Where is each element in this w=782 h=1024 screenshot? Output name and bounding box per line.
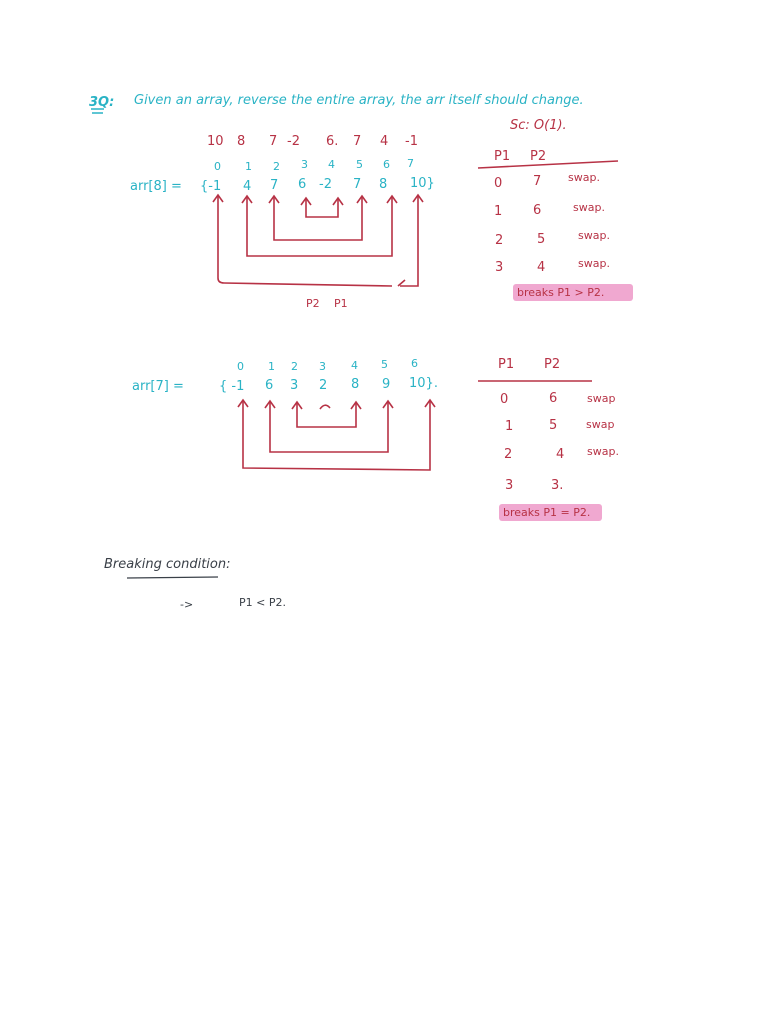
index: 3 bbox=[301, 158, 308, 171]
table-cell: 3 bbox=[505, 478, 514, 493]
array-value: 4 bbox=[243, 179, 252, 194]
index: 7 bbox=[407, 157, 414, 170]
table-cell: swap. bbox=[587, 445, 619, 458]
reversed-value: 8 bbox=[237, 134, 246, 149]
table-cell: 6 bbox=[533, 203, 542, 218]
table-cell: 3. bbox=[551, 478, 564, 493]
condition-underline bbox=[126, 576, 219, 579]
reversed-value: -2 bbox=[287, 134, 300, 149]
table-cell: swap bbox=[587, 392, 616, 405]
array-value: 9 bbox=[382, 377, 391, 392]
pointer-label-p2: P2 bbox=[306, 297, 320, 310]
array-value: 10} bbox=[410, 176, 435, 191]
table-cell: 0 bbox=[494, 176, 503, 191]
index: 5 bbox=[356, 158, 363, 171]
index: 1 bbox=[268, 360, 275, 373]
array-value: -2 bbox=[319, 177, 332, 192]
index: 4 bbox=[328, 158, 335, 171]
reversed-value: 6. bbox=[326, 134, 339, 149]
table-cell: swap. bbox=[573, 201, 605, 214]
index: 5 bbox=[381, 358, 388, 371]
table-cell: 2 bbox=[495, 233, 504, 248]
example2-swap-brackets bbox=[237, 398, 436, 471]
table-cell: 2 bbox=[504, 447, 513, 462]
break-note: breaks P1 = P2. bbox=[503, 506, 591, 519]
condition-rule: P1 < P2. bbox=[239, 596, 286, 609]
index: 2 bbox=[291, 360, 298, 373]
table-cell: 4 bbox=[537, 260, 546, 275]
table-header: P2 bbox=[530, 149, 547, 164]
index: 0 bbox=[237, 360, 244, 373]
array-value: 3 bbox=[290, 378, 299, 393]
break-highlight bbox=[513, 284, 633, 301]
array-value: 10}. bbox=[409, 376, 438, 391]
table-cell: swap bbox=[586, 418, 615, 431]
table-header: P1 bbox=[494, 149, 511, 164]
reversed-value: 7 bbox=[269, 134, 278, 149]
index: 1 bbox=[245, 160, 252, 173]
question-label: 3Q: bbox=[89, 95, 115, 110]
condition-title: Breaking condition: bbox=[104, 557, 231, 572]
array-value: { -1 bbox=[219, 379, 245, 394]
table-cell: 4 bbox=[556, 447, 565, 462]
table-cell: 0 bbox=[500, 392, 509, 407]
index: 2 bbox=[273, 160, 280, 173]
table-header: P2 bbox=[544, 357, 561, 372]
table-cell: 1 bbox=[505, 419, 514, 434]
table-cell: 1 bbox=[494, 204, 503, 219]
break-note: breaks P1 > P2. bbox=[517, 286, 605, 299]
reversed-value: -1 bbox=[405, 134, 418, 149]
question-text: Given an array, reverse the entire array… bbox=[134, 93, 584, 108]
array-value: {-1 bbox=[200, 179, 222, 194]
array-value: 6 bbox=[298, 177, 307, 192]
table-cell: swap. bbox=[578, 229, 610, 242]
pointer-label-p1: P1 bbox=[334, 297, 348, 310]
index: 4 bbox=[351, 359, 358, 372]
table-cell: 5 bbox=[537, 232, 546, 247]
example1-array-label: arr[8] = bbox=[130, 179, 182, 194]
break-highlight bbox=[499, 504, 602, 521]
array-value: 8 bbox=[351, 377, 360, 392]
array-value: 7 bbox=[270, 178, 279, 193]
table-cell: 5 bbox=[549, 418, 558, 433]
index: 6 bbox=[383, 158, 390, 171]
array-value: 8 bbox=[379, 177, 388, 192]
table-cell: 6 bbox=[549, 391, 558, 406]
array-value: 6 bbox=[265, 378, 274, 393]
table-cell: swap. bbox=[578, 257, 610, 270]
question-underline bbox=[91, 108, 104, 114]
example1-swap-brackets bbox=[212, 193, 424, 287]
reversed-value: 4 bbox=[380, 134, 389, 149]
table-cell: 7 bbox=[533, 174, 542, 189]
index: 6 bbox=[411, 357, 418, 370]
reversed-value: 7 bbox=[353, 134, 362, 149]
table-cell: 3 bbox=[495, 260, 504, 275]
table-cell: swap. bbox=[568, 171, 600, 184]
array-value: 7 bbox=[353, 177, 362, 192]
reversed-value: 10 bbox=[207, 134, 224, 149]
example2-array-label: arr[7] = bbox=[132, 379, 184, 394]
index: 0 bbox=[214, 160, 221, 173]
index: 3 bbox=[319, 360, 326, 373]
arrow-icon: -> bbox=[180, 598, 194, 611]
array-value: 2 bbox=[319, 378, 328, 393]
table1-rule bbox=[477, 160, 619, 169]
table-header: P1 bbox=[498, 357, 515, 372]
space-complexity: Sc: O(1). bbox=[510, 118, 567, 133]
